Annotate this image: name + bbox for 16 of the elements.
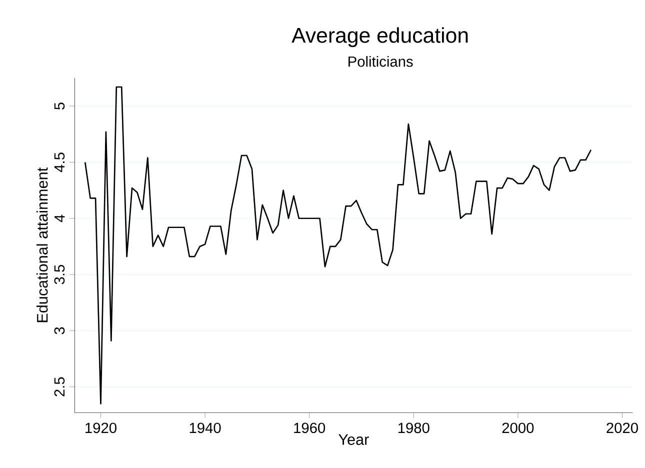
x-tick-label: 1980: [398, 422, 430, 434]
x-tick-label: 2020: [606, 422, 638, 434]
chart-title: Average education: [292, 27, 468, 48]
y-tick-label: 4.5: [54, 152, 65, 172]
y-tick-label: 3: [54, 327, 65, 334]
x-tick-label: 1960: [294, 422, 326, 434]
y-tick-label: 5: [54, 102, 65, 110]
y-tick-label: 4: [54, 214, 65, 222]
x-tick-label: 1920: [86, 422, 116, 434]
x-axis-title: Year: [338, 434, 369, 445]
x-tick-label: 1940: [190, 422, 221, 434]
chart-subtitle: Politicians: [348, 56, 413, 67]
y-tick-label: 2.5: [54, 377, 65, 396]
y-tick-label: 3.5: [54, 264, 65, 284]
x-tick-label: 2000: [502, 422, 534, 434]
y-axis-title: Educational attainment: [36, 167, 48, 322]
